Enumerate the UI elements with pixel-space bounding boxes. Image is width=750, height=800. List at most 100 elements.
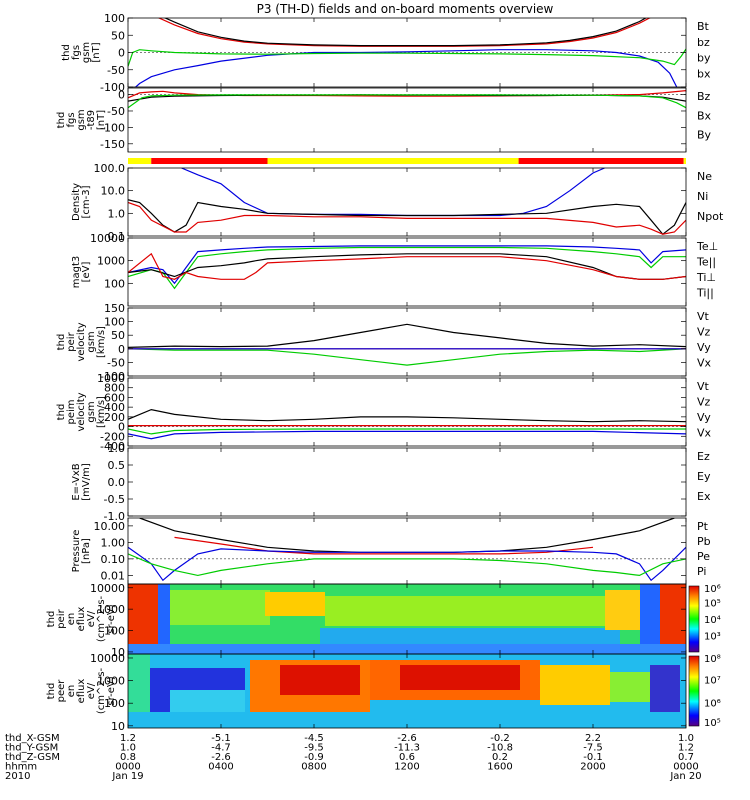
ytick-label: -400 (100, 440, 125, 453)
ylabel-line: magt3 (71, 256, 82, 289)
xaxis-row-label: hhmm (5, 762, 37, 773)
legend-vpar: Vx (697, 427, 712, 440)
ytick-label: -100 (100, 81, 125, 94)
colorbar-electrons (688, 655, 700, 727)
ytick-label: -50 (107, 105, 125, 118)
ylabel-line: gsm (86, 401, 97, 422)
legend-temp: Ti⊥ (696, 271, 716, 284)
ytick-label: 50 (111, 29, 125, 42)
ion-spectrogram (128, 584, 686, 654)
xaxis-value: 0.2 (492, 752, 508, 763)
legend-efield: Ex (697, 490, 711, 503)
panel-peir_eflux: 10000 1000 100 10 thd peir en eflux eV/(cm^2-s-s… (46, 582, 721, 659)
series-vperp-Vy (128, 348, 686, 366)
legend-density: Ne (697, 170, 712, 183)
legend-vperp: Vx (697, 357, 712, 370)
ylabel-line: gsm (81, 42, 92, 63)
xaxis-value: 2.2 (585, 733, 601, 744)
ylabel-line: sr-eV) (106, 604, 117, 633)
ytick-label: 0.5 (108, 459, 126, 472)
series-pressure-Pt (139, 518, 675, 553)
series-vpar-Vx (128, 430, 686, 440)
xaxis-value: 2000 (580, 762, 605, 773)
xaxis-row-label: thd_Z-GSM (5, 752, 60, 763)
xaxis-value: 0.6 (399, 752, 415, 763)
ytick-label: 0 (118, 89, 125, 102)
x-axis-labels: thd_X-GSM 1.2 -5.1 -4.5 -2.6 -0.2 2.2 1.0 thd_Y-… (5, 733, 702, 782)
colorbar-tick: 10³ (704, 632, 721, 643)
ytick-label: 50 (111, 329, 125, 342)
series-fgs-by (128, 48, 686, 67)
series-density-Ne (128, 201, 686, 235)
frame-density (127, 167, 687, 237)
ytick-label: -100 (100, 121, 125, 134)
ytick-label: 10000 (90, 582, 125, 595)
ylabel-line: E=-VxB (71, 463, 82, 500)
ytick-label: 1000 (97, 255, 125, 268)
mode-bar (128, 158, 686, 164)
colorbar-tick: 10⁶ (704, 584, 721, 595)
ylabel-line: thd (61, 44, 72, 61)
ytick-label: 10.0 (101, 185, 126, 198)
ylabel-line: fgs (66, 112, 77, 127)
plot-title: P3 (TH-D) fields and on-board moments ov… (257, 2, 554, 16)
xaxis-value: -4.5 (304, 733, 324, 744)
panel-temp: 10000 1000 100 magt3 [eV] Te⊥ Te|| Ti⊥ Ti|| (71, 232, 718, 307)
ylabel-line: thd (56, 404, 67, 421)
colorbar-tick: 10⁵ (704, 718, 721, 729)
ytick-label: -0.5 (104, 493, 125, 506)
legend-temp: Te⊥ (696, 240, 718, 253)
series-pressure-Pi (128, 546, 686, 582)
xaxis-value: 1200 (394, 762, 419, 773)
series-density-Npot (181, 168, 605, 217)
colorbar-tick: 10⁴ (704, 615, 721, 626)
series-fgs_t89-By (128, 94, 686, 109)
ylabel-line: peir (66, 331, 77, 351)
legend-fgs: by (697, 52, 711, 65)
panel-fgs: 100 50 0 -50 -100 thd fgs gsm [nT] Bt bz by bx (61, 12, 711, 94)
ytick-label: 1000 (97, 372, 125, 385)
series-vperp-Vt (128, 323, 686, 348)
ytick-label: -1.0 (104, 510, 125, 523)
series-density-Ni (128, 199, 686, 236)
series-fgs-bx (134, 49, 678, 87)
xaxis-value: 0.8 (120, 752, 136, 763)
frame-vpar (127, 377, 687, 447)
ytick-label: 10.00 (94, 520, 126, 533)
ylabel-line: velocity (76, 322, 87, 361)
ylabel-line: Pressure (71, 530, 82, 573)
ylabel-line: velocity (76, 392, 87, 431)
electron-spectrogram (128, 654, 686, 728)
series-fgs-Bt (163, 18, 647, 47)
ylabel-line: (cm^2-s- (96, 595, 107, 642)
colorbar-ions (688, 585, 700, 653)
ylabel-line: en (66, 685, 77, 698)
ylabel-line: -t89 (86, 110, 97, 130)
legend-density: Ni (697, 190, 708, 203)
legend-pressure: Pe (697, 550, 710, 563)
xaxis-value: 0000 (673, 762, 698, 773)
panel-efield: 1.0 0.5 0.0 -0.5 -1.0 E=-VxB [mV/m] Ez Ey Ex (71, 442, 711, 523)
mode-bar-segment (518, 158, 684, 164)
series-pressure-Pe (128, 553, 686, 577)
panel-fgs_t89: 0 -50 -100 -150 thd fgs gsm -t89 [nT] Bz Bx By (56, 87, 712, 153)
ylabel-line: eflux (76, 607, 87, 632)
ytick-label: 600 (104, 391, 125, 404)
legend-fgs: bz (697, 36, 710, 49)
mode-bar-segment (128, 158, 152, 164)
legend-vperp: Vz (697, 326, 711, 339)
series-temp-Ti|| (128, 246, 686, 290)
ytick-label: 1000 (97, 603, 125, 616)
panel-peer_eflux: 10000 1000 100 10 thd peer en eflux eV/(cm^2-s-s… (46, 652, 721, 733)
ylabel-line: gsm (76, 109, 87, 130)
series-temp-Te⊥ (128, 252, 686, 280)
ytick-label: 0 (118, 421, 125, 434)
xaxis-value: Jan 20 (669, 771, 701, 782)
legend-efield: Ey (697, 470, 711, 483)
xaxis-value: 1.2 (120, 733, 136, 744)
xaxis-value: -2.6 (397, 733, 417, 744)
legend-fgs_t89: Bx (697, 109, 712, 122)
ytick-label: 100 (104, 277, 125, 290)
ylabel-line: [km/s] (96, 326, 107, 358)
legend-vpar: Vt (697, 380, 710, 393)
